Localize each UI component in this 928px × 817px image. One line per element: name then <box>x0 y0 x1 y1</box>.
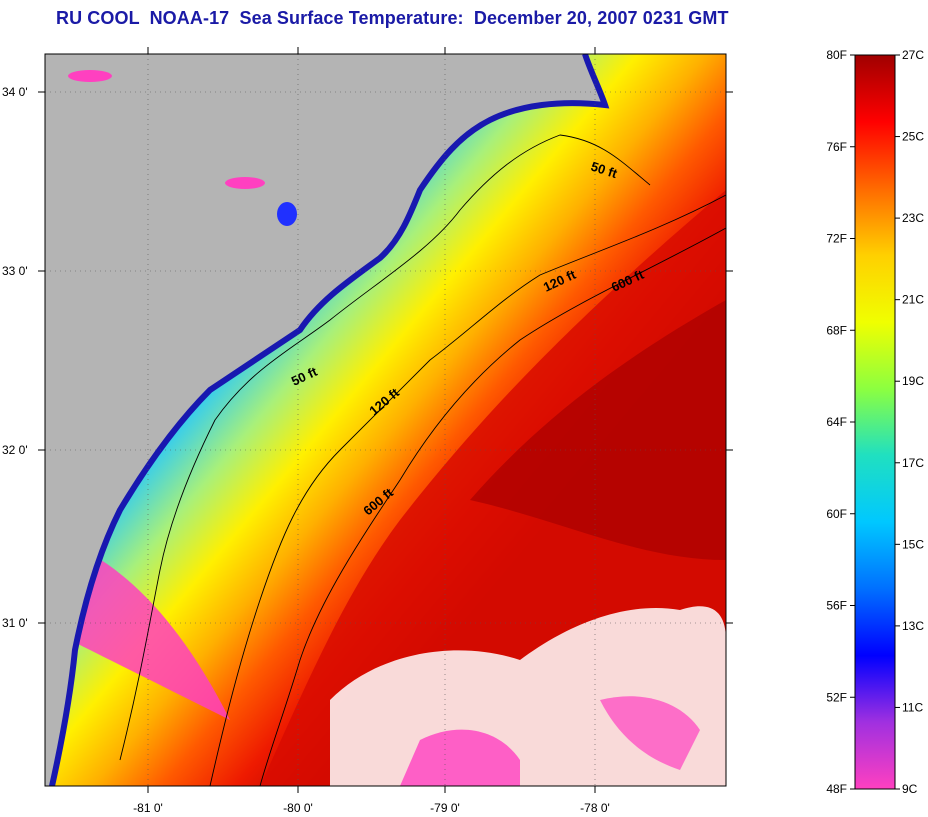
lon-label: -81 0' <box>133 801 163 815</box>
inland-lake <box>68 70 112 82</box>
colorbar-c-label: 15C <box>902 537 924 551</box>
colorbar-f-label: 60F <box>826 507 847 521</box>
colorbar-c-label: 17C <box>902 456 924 470</box>
lat-label: 31 0' <box>2 616 28 630</box>
colorbar-f-label: 80F <box>826 48 847 62</box>
lat-label: 33 0' <box>2 264 28 278</box>
colorbar-c-label: 9C <box>902 782 918 796</box>
colorbar-c-label: 27C <box>902 48 924 62</box>
colorbar-f-label: 48F <box>826 782 847 796</box>
colorbar-f-label: 52F <box>826 690 847 704</box>
colorbar-c-label: 11C <box>902 700 923 714</box>
coastline <box>49 54 610 786</box>
colorbar-f-label: 76F <box>826 140 847 154</box>
inland-lake-2 <box>225 177 265 189</box>
colorbar-c-label: 13C <box>902 619 924 633</box>
colorbar <box>854 54 896 790</box>
colorbar-f-label: 72F <box>826 232 847 246</box>
gulf-stream-core <box>470 300 726 560</box>
map-ticks <box>38 47 733 793</box>
contour-120ft <box>209 194 726 786</box>
grid-lines <box>45 54 726 786</box>
colorbar-f-label: 56F <box>826 599 847 613</box>
lon-label: -79 0' <box>430 801 460 815</box>
cloud-pink-cold <box>400 729 520 786</box>
colorbar-c-label: 21C <box>902 293 924 307</box>
cloud-pink-cold-2 <box>600 696 700 770</box>
lon-label: -80 0' <box>283 801 313 815</box>
colorbar-c-label: 19C <box>902 374 924 388</box>
map-frame <box>44 53 727 787</box>
contour-50ft <box>119 134 651 761</box>
colorbar-c-label: 23C <box>902 211 924 225</box>
colorbar-c-label: 25C <box>902 130 924 144</box>
lat-label: 32 0' <box>2 443 28 457</box>
lon-label: -78 0' <box>580 801 610 815</box>
map-title: RU COOL NOAA-17 Sea Surface Temperature:… <box>56 8 729 28</box>
inland-lake-3 <box>277 202 297 226</box>
lat-label: 34 0' <box>2 85 28 99</box>
cold-plume <box>60 540 230 720</box>
colorbar-f-label: 68F <box>826 323 847 337</box>
colorbar-f-label: 64F <box>826 415 847 429</box>
contour-600ft <box>259 227 726 786</box>
land <box>45 54 605 786</box>
colorbar-fill <box>854 54 896 790</box>
